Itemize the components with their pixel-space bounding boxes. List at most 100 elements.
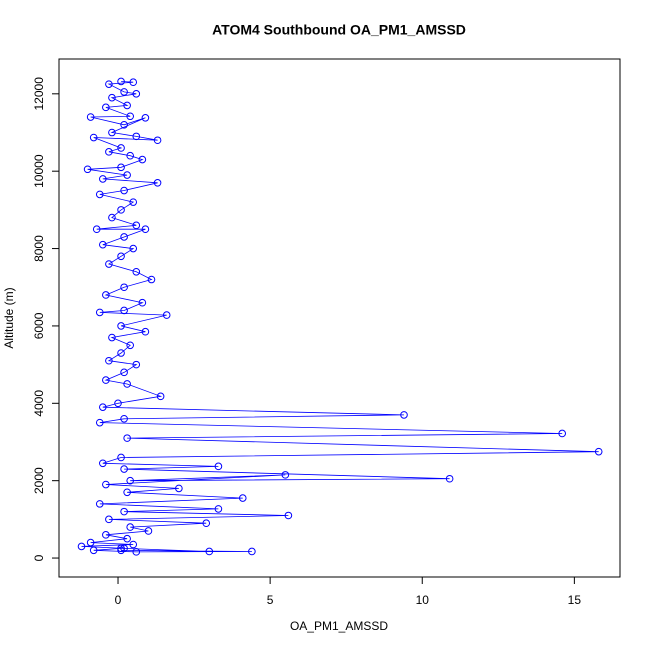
point [89,133,98,142]
point [120,88,128,96]
point [400,411,408,419]
point [123,171,131,179]
point [132,221,141,230]
x-tick-label: 10 [416,593,430,607]
point [214,462,223,471]
point [120,120,128,129]
point [120,465,128,473]
point [120,414,128,423]
point [138,298,147,307]
y-tick-label: 2000 [32,467,46,494]
point [95,190,104,199]
point [95,308,104,317]
point [117,349,125,357]
point [132,90,141,98]
point [202,519,211,528]
point [117,546,125,555]
point [141,114,150,122]
point [123,534,131,543]
point [162,311,171,319]
point [92,225,101,234]
point [102,291,110,299]
point [175,484,183,493]
point [558,429,566,438]
point [141,327,150,336]
point [117,322,125,330]
point [86,113,95,121]
point [117,206,125,214]
point [99,175,107,183]
point [132,548,141,556]
chart-title: ATOM4 Southbound OA_PM1_AMSSD [212,22,466,38]
point [284,511,293,520]
y-axis-label: Altitude (m) [2,287,16,348]
point [132,360,141,369]
x-axis-label: OA_PM1_AMSSD [290,619,388,633]
point [117,163,125,172]
point [86,538,95,547]
point [105,356,113,365]
point [114,399,122,408]
point [205,547,214,556]
point [238,494,247,502]
point [120,283,128,292]
point [83,165,92,174]
point [123,434,131,442]
point [105,148,113,156]
point [132,267,141,276]
y-tick-label: 12000 [32,77,46,111]
point [153,178,162,187]
point [89,546,98,555]
y-tick-label: 10000 [32,154,46,188]
point [129,244,138,253]
y-tick-label: 6000 [32,312,46,339]
x-tick-label: 0 [115,593,122,607]
point [117,77,125,86]
y-tick-label: 0 [32,554,46,561]
point [105,260,113,268]
point [120,233,128,241]
point [126,112,134,121]
point [126,523,134,531]
point [95,418,104,427]
point [281,471,290,479]
point [120,368,128,377]
point [108,93,116,102]
series-line [81,81,599,553]
x-tick-label: 5 [267,593,274,607]
point [108,213,116,222]
point [117,544,125,553]
point [156,392,165,401]
point [102,531,110,539]
point [123,488,131,497]
point [117,453,125,462]
point [102,480,110,489]
point [126,476,134,485]
point [144,527,153,535]
point [99,459,107,468]
point [120,306,128,315]
point [141,225,150,234]
point [248,547,256,556]
point [99,403,107,411]
point [138,155,147,164]
point [120,507,128,516]
point [129,198,138,206]
point [123,101,131,110]
point [105,515,113,524]
point [105,80,113,88]
point [120,186,128,195]
point [129,78,138,87]
point [126,341,134,350]
point [108,333,116,342]
point [445,474,454,483]
point [214,505,223,513]
point [99,240,107,249]
point [102,376,110,384]
point [108,128,116,137]
point [95,500,104,508]
point [102,103,110,112]
y-tick-label: 4000 [32,390,46,417]
